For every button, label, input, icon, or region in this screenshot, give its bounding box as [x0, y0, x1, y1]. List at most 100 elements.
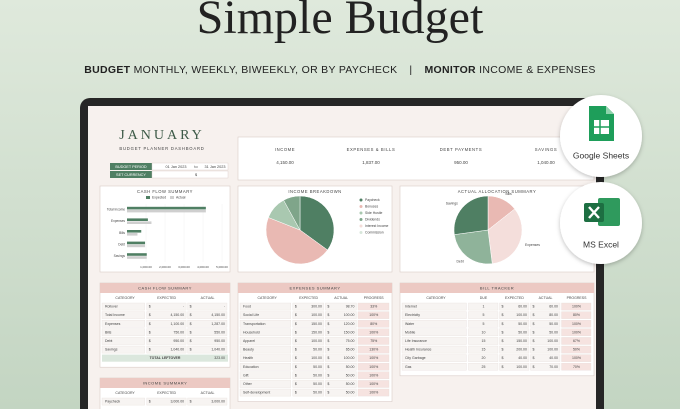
bar — [127, 256, 147, 259]
table-cell — [146, 345, 187, 354]
table-cell-value: 950.00 — [173, 339, 184, 343]
table-cell-text: 100% — [369, 313, 378, 317]
legend-swatch — [359, 218, 363, 221]
table-cell — [146, 337, 187, 345]
currency-symbol: $ — [532, 339, 534, 343]
ms-excel-badge[interactable]: MS Excel — [560, 182, 642, 264]
currency-symbol: $ — [295, 322, 297, 326]
currency-symbol: $ — [327, 382, 329, 386]
currency-symbol: $ — [190, 348, 192, 352]
legend-label: Actual — [176, 196, 186, 200]
table-cell-text: Total Income — [105, 313, 125, 317]
table-cell-text: 15 — [482, 348, 486, 352]
x-tick-label: 1,000.00 — [140, 265, 152, 269]
currency-symbol: $ — [501, 305, 503, 309]
currency-symbol: $ — [295, 382, 297, 386]
column-header: DUE — [480, 296, 488, 300]
table-cell-text: Life Insurance — [405, 339, 427, 343]
table-cell-value: 1,040.00 — [170, 348, 184, 352]
table-cell — [468, 354, 499, 362]
period-end: 31 Jan 2023 — [205, 165, 226, 169]
table-cell-value: 4,150.00 — [170, 313, 184, 317]
table-cell-text: 100% — [369, 356, 378, 360]
table-title: CASH FLOW SUMMARY — [138, 285, 192, 290]
table-cell — [530, 337, 561, 345]
table-cell — [357, 337, 390, 345]
table-cell — [401, 345, 467, 354]
table-cell-value: - — [183, 305, 185, 309]
table-cell-text: Other — [243, 382, 253, 386]
table-cell-value: 100.00 — [311, 313, 322, 317]
tagline-part: MONITOR — [424, 64, 476, 76]
table-cell-value: 50.00 — [313, 382, 322, 386]
table-cell-value: 98.70 — [346, 305, 355, 309]
table-cell-value: 100.00 — [547, 339, 558, 343]
legend-label: Dividends — [365, 217, 380, 221]
table-cell-value: 50.00 — [549, 330, 558, 334]
sheets-icon-fold — [606, 106, 614, 114]
summary-box — [237, 136, 595, 181]
table-cell — [239, 302, 292, 311]
table-cell — [499, 363, 530, 371]
currency-symbol: $ — [190, 322, 192, 326]
table-cell-text: Gas — [405, 365, 412, 369]
table-cell — [292, 371, 325, 380]
table-cell — [239, 328, 292, 337]
table-cell-text: 100% — [369, 382, 378, 386]
dashboard-subtitle: BUDGET PLANNER DASHBOARD — [119, 146, 204, 151]
table-cell-text: Self-development — [243, 391, 270, 395]
currency-symbol: $ — [327, 391, 329, 395]
currency-symbol: $ — [327, 339, 329, 343]
table-cell — [187, 328, 228, 337]
currency-symbol: $ — [149, 400, 151, 404]
table-cell-text: Internet — [405, 305, 417, 309]
table-cell-value: 100.00 — [311, 356, 322, 360]
currency-symbol: $ — [327, 365, 329, 369]
table-cell-value: 65.00 — [346, 348, 355, 352]
table-cell — [401, 302, 467, 311]
table-cell-value: 100.00 — [344, 313, 355, 317]
table-cell — [357, 345, 390, 354]
table-cell — [325, 311, 357, 319]
table-cell-text: 100% — [369, 391, 378, 395]
table-footer — [102, 354, 228, 362]
x-tick-label: 3,000.00 — [178, 265, 190, 269]
legend-swatch — [359, 224, 363, 228]
month-title: JANUARY — [119, 128, 205, 143]
currency-symbol: $ — [149, 313, 151, 317]
table-cell — [357, 320, 390, 328]
currency-symbol: $ — [190, 339, 192, 343]
table-cell-text: 10 — [482, 330, 486, 334]
table-cell-value: 60.00 — [518, 305, 527, 309]
column-header: CATEGORY — [258, 296, 278, 300]
currency-symbol: $ — [149, 322, 151, 326]
column-header: PROGRESS — [364, 296, 385, 300]
table-cell — [530, 363, 561, 371]
label-cell — [110, 163, 152, 170]
table-cell — [239, 320, 292, 328]
table-cell-text: Water — [405, 322, 415, 326]
table-title: INCOME SUMMARY — [143, 380, 187, 385]
table-cell-value: 100.00 — [547, 348, 558, 352]
table-cell — [468, 337, 499, 345]
column-header: CATEGORY — [426, 296, 446, 300]
bar — [127, 218, 148, 221]
table-cell-value: 300.00 — [311, 305, 322, 309]
google-sheets-badge[interactable]: Google Sheets — [560, 95, 642, 177]
table-cell-text: 100% — [369, 330, 378, 334]
table-cell — [325, 328, 357, 337]
table-cell-value: 50.00 — [518, 330, 527, 334]
table-title: EXPENSES SUMMARY — [289, 285, 340, 290]
table-cell-value: 150.00 — [311, 330, 322, 334]
table-cell-text: 50% — [573, 348, 580, 352]
currency-symbol: $ — [501, 339, 503, 343]
legend-swatch — [146, 196, 150, 199]
table-cell — [292, 363, 325, 371]
chart-title: INCOME BREAKDOWN — [288, 189, 341, 194]
table-cell — [499, 302, 530, 311]
table-cell — [468, 363, 499, 371]
summary-value: 950.00 — [454, 160, 468, 165]
table-cell-value: 3,000.00 — [170, 400, 184, 404]
table-cell — [239, 388, 292, 397]
